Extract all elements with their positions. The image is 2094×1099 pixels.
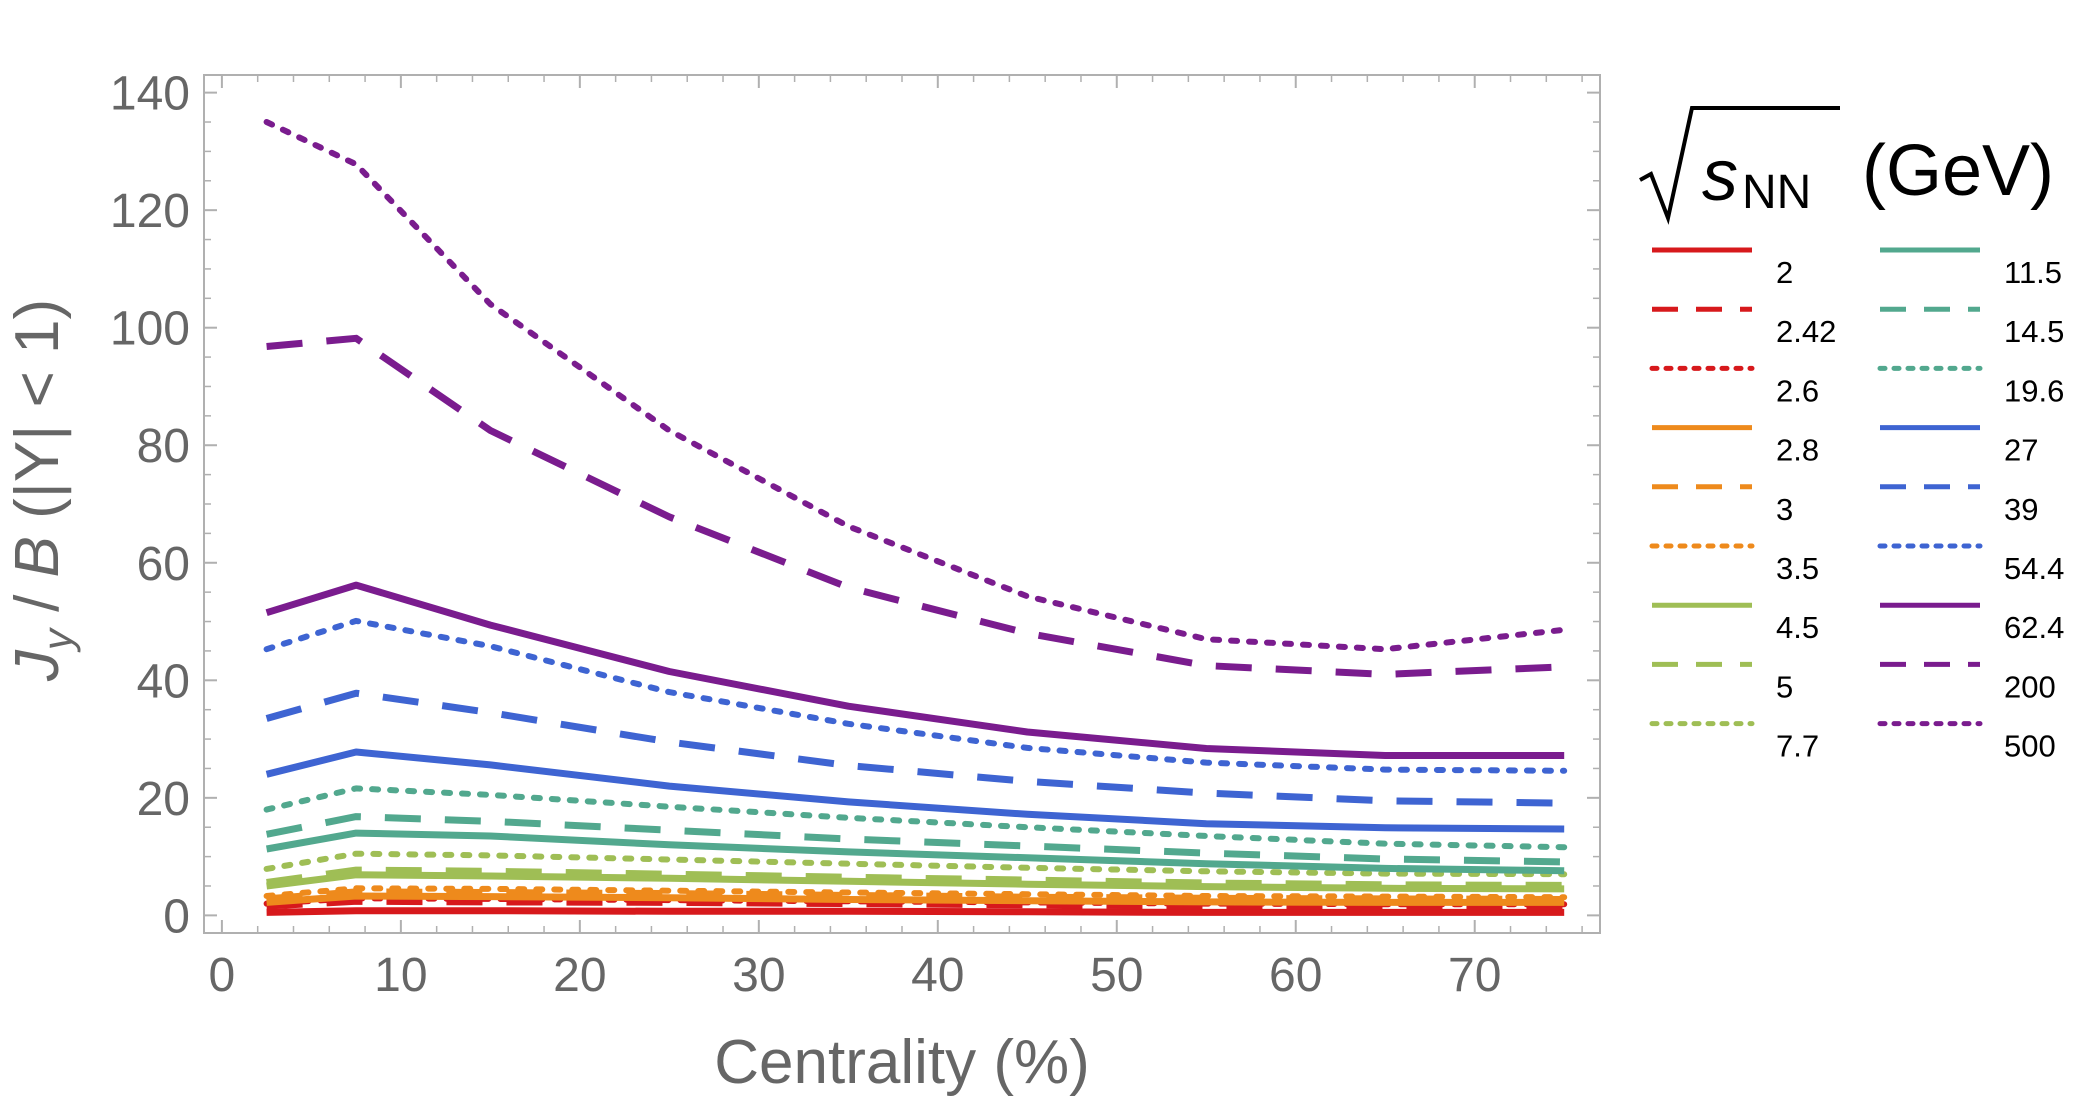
x-tick-label: 60 [1269, 949, 1322, 1002]
legend-title-nn: NN [1742, 166, 1811, 219]
major-ticks [204, 75, 1600, 933]
x-axis-title: Centrality (%) [714, 1028, 1090, 1097]
legend-title: s NN (GeV) [1639, 106, 2054, 225]
series-line-3 [266, 888, 1565, 903]
legend-label: 3 [1776, 492, 1793, 527]
legend-label: 2.42 [1776, 314, 1836, 349]
legend-entry-5: 5 [1652, 661, 1793, 704]
legend-entry-19.6: 19.6 [1877, 365, 2064, 408]
series-line-2.8 [266, 892, 1565, 906]
legend-label: 7.7 [1776, 729, 1819, 764]
y-axis-title: Jy / B (|Y| < 1) [3, 299, 81, 682]
legend-label: 2.6 [1776, 373, 1819, 408]
x-tick-label: 40 [911, 949, 964, 1002]
legend-label: 500 [2004, 729, 2056, 764]
legend-entry-3: 3 [1652, 484, 1793, 527]
y-title-rest: / [3, 577, 72, 611]
plot-frame [203, 74, 1601, 934]
y-tick-label: 80 [137, 420, 190, 473]
series-line-62.4 [265, 581, 1565, 759]
y-title-b: B [3, 536, 72, 577]
legend-entry-4.5: 4.5 [1652, 602, 1819, 645]
x-tick-label: 30 [732, 949, 785, 1002]
legend-entry-14.5: 14.5 [1880, 306, 2064, 349]
y-tick-label: 100 [110, 303, 190, 356]
y-tick-label: 20 [137, 773, 190, 826]
legend-entry-2.42: 2.42 [1652, 306, 1836, 349]
x-tick-label: 10 [374, 949, 427, 1002]
legend-label: 62.4 [2004, 610, 2064, 645]
series-line-2 [266, 907, 1565, 916]
legend-label: 54.4 [2004, 551, 2064, 586]
series-line-27 [265, 748, 1565, 833]
legend-label: 3.5 [1776, 551, 1819, 586]
x-tick-label: 70 [1448, 949, 1501, 1002]
x-tick-label: 50 [1090, 949, 1143, 1002]
legend-label: 39 [2004, 492, 2038, 527]
legend-entry-500: 500 [1877, 721, 2056, 764]
series-line-5 [266, 866, 1565, 889]
y-title-slash [3, 612, 72, 629]
x-tick-labels: 0 10 20 30 40 50 60 70 [209, 949, 1502, 1002]
x-tick-label: 20 [553, 949, 606, 1002]
series-line-200 [266, 334, 1565, 678]
y-title-y-subscript: y [34, 626, 81, 653]
series-line-3.5 [263, 885, 1568, 901]
series-line-19.6 [263, 785, 1568, 851]
y-tick-labels: 0 20 40 60 80 100 120 140 [110, 68, 190, 944]
legend-label: 27 [2004, 433, 2038, 468]
series-line-2.42 [266, 897, 1565, 911]
legend-title-s: s [1702, 136, 1738, 216]
series-line-4.5 [266, 871, 1565, 893]
series-line-14.5 [265, 813, 1565, 866]
legend-label: 2 [1776, 255, 1793, 290]
legend-entry-2.6: 2.6 [1649, 365, 1819, 408]
x-tick-label: 0 [209, 949, 236, 1002]
legend-entry-62.4: 62.4 [1880, 602, 2064, 645]
sqrt-symbol-icon [1639, 106, 1840, 225]
series-line-54.4 [263, 617, 1568, 774]
y-tick-label: 40 [137, 655, 190, 708]
legend-entry-3.5: 3.5 [1649, 543, 1819, 586]
y-tick-label: 140 [110, 68, 190, 121]
legend-title-unit: (GeV) [1862, 131, 2054, 211]
legend-entry-39: 39 [1880, 484, 2038, 527]
legend-entry-27: 27 [1880, 425, 2038, 468]
series-line-500 [263, 119, 1568, 653]
legend-entry-54.4: 54.4 [1877, 543, 2064, 586]
legend-label: 11.5 [2004, 255, 2062, 290]
legend-entry-7.7: 7.7 [1649, 721, 1819, 764]
series-line-7.7 [263, 850, 1568, 878]
y-title-tail: (|Y| < 1) [3, 299, 72, 536]
legend-entry-2.8: 2.8 [1652, 425, 1819, 468]
legend-label: 19.6 [2004, 373, 2064, 408]
legend: 2 2.42 2.6 2.8 3 3.5 4.5 5 7.7 11.5 14.5 19.6 27 39 54… [1649, 247, 2064, 764]
legend-entry-200: 200 [1880, 661, 2056, 704]
y-tick-label: 120 [110, 185, 190, 238]
legend-label: 5 [1776, 669, 1793, 704]
series-line-39 [265, 689, 1565, 807]
legend-entry-11.5: 11.5 [1880, 247, 2062, 290]
y-tick-label: 0 [163, 890, 190, 943]
legend-label: 2.8 [1776, 433, 1819, 468]
y-tick-label: 60 [137, 538, 190, 591]
series-line-11.5 [265, 829, 1565, 875]
legend-entry-2: 2 [1652, 247, 1793, 290]
series-group [263, 119, 1568, 916]
legend-label: 200 [2004, 669, 2056, 704]
minor-ticks [204, 75, 1600, 933]
legend-label: 4.5 [1776, 610, 1819, 645]
y-title-j: J [3, 649, 72, 682]
legend-label: 14.5 [2004, 314, 2064, 349]
